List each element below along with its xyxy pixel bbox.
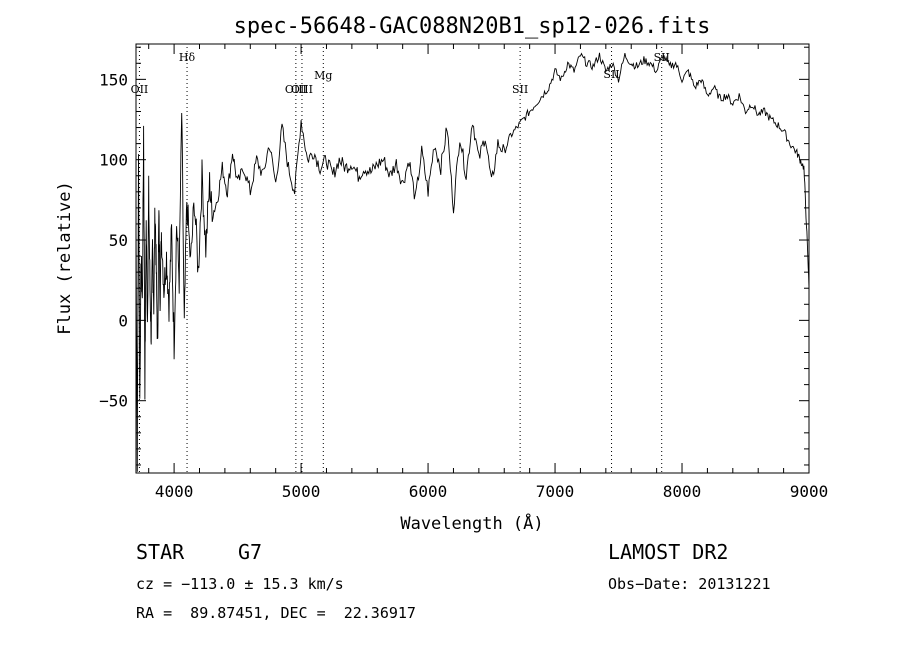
- coordinates: RA = 89.87451, DEC = 22.36917: [136, 604, 416, 622]
- spectrum-line: [135, 52, 810, 472]
- y-tick-label: 100: [99, 151, 128, 170]
- observation-date: Obs−Date: 20131221: [608, 575, 771, 593]
- y-tick-label: 50: [109, 231, 128, 250]
- chart-title: spec-56648-GAC088N20B1_sp12-026.fits: [234, 14, 711, 39]
- redshift-velocity: cz = −113.0 ± 15.3 km/s: [136, 575, 344, 593]
- line-marker-label: OIII: [285, 83, 307, 96]
- line-marker-label: Hδ: [179, 51, 196, 64]
- x-tick-label: 4000: [155, 482, 194, 501]
- x-tick-label: 7000: [536, 482, 575, 501]
- x-tick-label: 5000: [282, 482, 321, 501]
- y-tick-label: 0: [118, 311, 128, 330]
- line-marker-label: SII: [603, 68, 619, 81]
- survey-name: LAMOST DR2: [608, 540, 729, 564]
- y-tick-label: −50: [99, 392, 128, 411]
- x-axis-label: Wavelength (Å): [400, 512, 543, 534]
- x-tick-label: 9000: [790, 482, 829, 501]
- x-tick-label: 6000: [409, 482, 448, 501]
- y-tick-label: 150: [99, 70, 128, 89]
- y-axis-label: Flux (relative): [55, 181, 75, 335]
- line-marker-label: Mg: [314, 69, 332, 82]
- object-class: STAR: [136, 540, 185, 564]
- object-subclass: G7: [238, 540, 263, 564]
- x-tick-label: 8000: [663, 482, 702, 501]
- axis-ticks: 4000 5000 6000 7000 8000 9000 −50 0 50 100 150: [99, 44, 828, 501]
- line-marker-label: OII: [131, 83, 149, 96]
- line-marker-label: OIII: [291, 83, 313, 96]
- line-marker-label: SII: [512, 83, 528, 96]
- series-layer: [135, 52, 810, 472]
- plot-frame: [135, 43, 810, 474]
